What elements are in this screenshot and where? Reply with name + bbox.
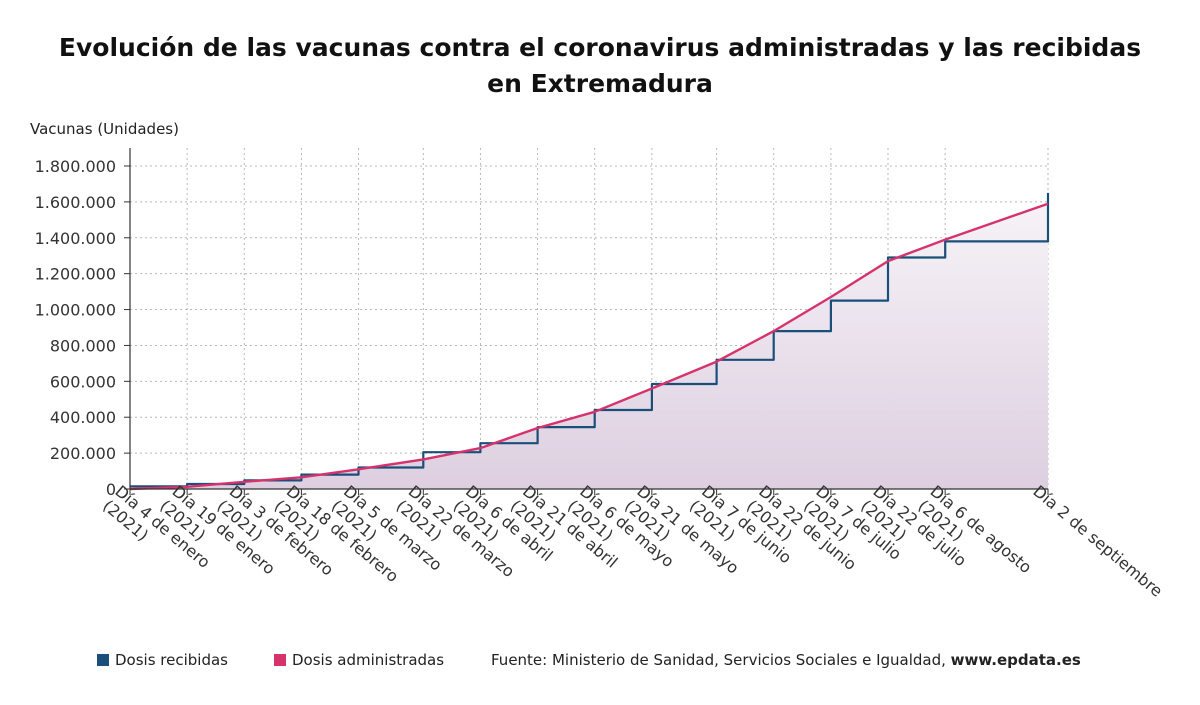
y-axis-label: Vacunas (Unidades) [30, 120, 179, 138]
legend-label-administradas: Dosis administradas [292, 651, 445, 669]
x-tick-labels: Día 4 de enero(2021) Día 19 de enero(2021… [99, 482, 1166, 601]
x-tick-label: Día 2 de septiembre [1029, 482, 1166, 601]
y-tick-label: 200.000 [50, 444, 116, 463]
legend: Dosis recibidas Dosis administradas Fuen… [0, 651, 1200, 671]
y-tick-label: 1.000.000 [35, 301, 116, 320]
legend-item-administradas: Dosis administradas [274, 651, 444, 669]
y-tick-label: 600.000 [50, 372, 116, 391]
legend-item-recibidas: Dosis recibidas [97, 651, 228, 669]
y-tick-label: 1.400.000 [35, 229, 116, 248]
area-administradas [130, 203, 1048, 489]
area-fill [130, 203, 1048, 489]
y-tick-labels: 0 200.000 400.000 600.000 800.000 1.000.000 1.… [35, 157, 116, 499]
y-tick-label: 1.600.000 [35, 193, 116, 212]
legend-swatch-recibidas [97, 654, 109, 666]
source-site: www.epdata.es [950, 651, 1081, 669]
line-dosis-administradas [129, 202, 1049, 491]
legend-swatch-administradas [274, 654, 286, 666]
y-tick-label: 1.200.000 [35, 265, 116, 284]
y-tick-label: 800.000 [50, 336, 116, 355]
y-tick-label: 400.000 [50, 408, 116, 427]
y-tick-label: 0 [106, 480, 116, 499]
source-note: Fuente: Ministerio de Sanidad, Servicios… [491, 651, 1081, 669]
source-text: Fuente: Ministerio de Sanidad, Servicios… [491, 651, 951, 669]
line-dosis-recibidas [130, 192, 1050, 488]
series-lines [129, 192, 1050, 491]
axes [124, 148, 1049, 495]
chart-title: Evolución de las vacunas contra el coron… [58, 33, 1142, 98]
y-tick-label: 1.800.000 [35, 157, 116, 176]
legend-label-recibidas: Dosis recibidas [115, 651, 228, 669]
